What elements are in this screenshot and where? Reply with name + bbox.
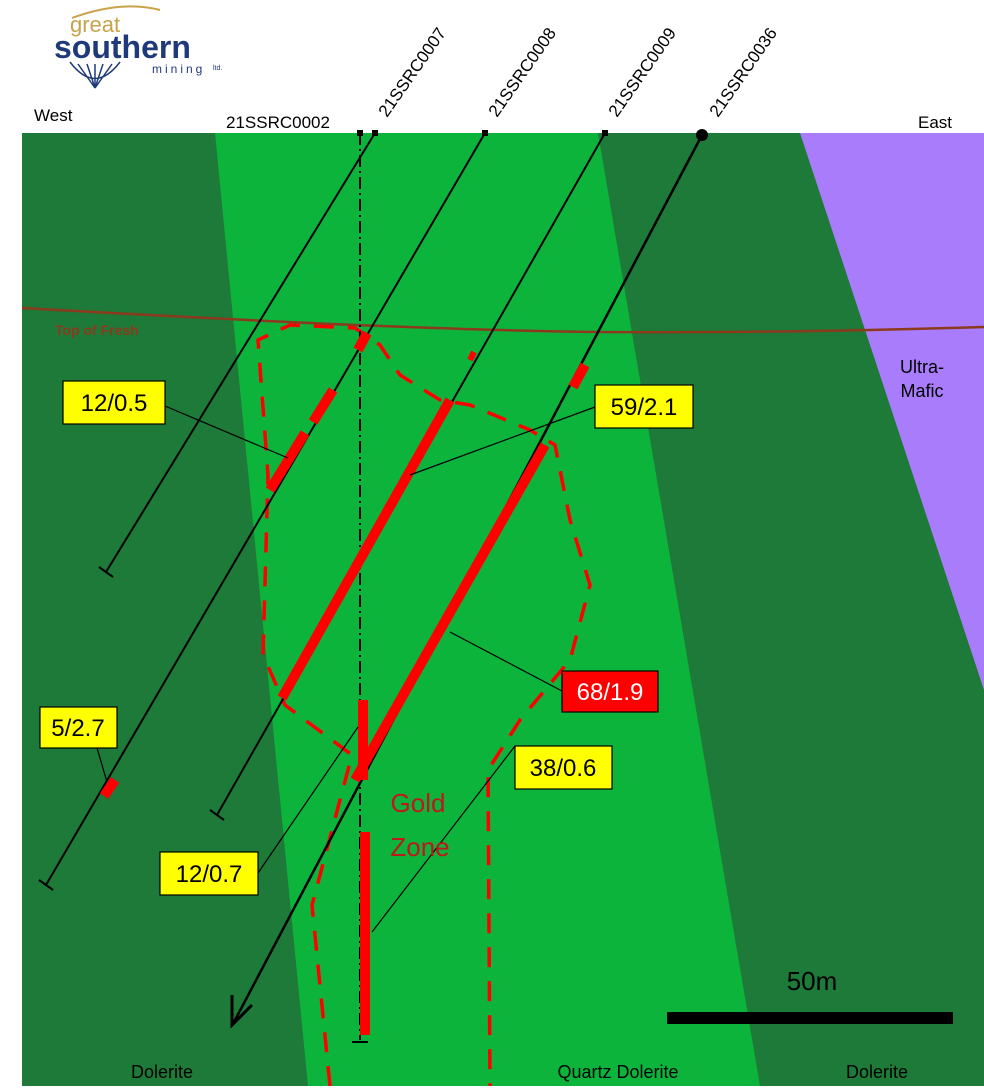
ultramafic-label-line1: Ultra-: [900, 357, 944, 377]
scale-bar: [667, 1012, 953, 1024]
top-of-fresh-label: Top of Fresh: [55, 322, 139, 338]
top-of-fresh-line: [21, 306, 984, 334]
hole-label-21SSRC0008: 21SSRC0008: [485, 24, 560, 120]
ultramafic-label-line2: Mafic: [900, 381, 943, 401]
logo-text-mining: mining: [152, 62, 205, 76]
hole-label-21SSRC0007: 21SSRC0007: [375, 24, 450, 120]
hole-arrowhead-21SSRC0036: [230, 995, 254, 1029]
leader-lines: [94, 405, 596, 933]
hole-label-21SSRC0009: 21SSRC0009: [605, 24, 680, 120]
intercept-label-box: [159, 851, 259, 896]
intercept-label: 38/0.6: [530, 755, 597, 782]
intercept-label: 59/2.1: [611, 394, 678, 421]
intercept-label: 12/0.5: [81, 390, 148, 417]
hole-label-21SSRC0036: 21SSRC0036: [706, 24, 781, 120]
intercept-bar: [350, 442, 550, 783]
intercept-bar: [353, 330, 372, 353]
intercept-label-box: [514, 745, 613, 790]
west-label: West: [34, 106, 73, 125]
intercept-bar: [568, 362, 590, 390]
logo-text-southern: southern: [54, 29, 191, 65]
leader-line-12-0.7: [257, 726, 359, 874]
leader-line-38-0.6: [371, 745, 516, 933]
hole-trace-21SSRC0007: [105, 132, 376, 573]
intercept-bar: [467, 350, 477, 362]
collars: [357, 129, 708, 141]
intercept-label: 5/2.7: [51, 715, 104, 742]
logo-swoosh-icon: [71, 5, 161, 19]
quartz-dolerite-unit: [215, 133, 760, 1086]
leader-line-59-2.1: [409, 406, 596, 476]
intercept-label-box: [39, 706, 118, 749]
collar-21SSRC0036: [696, 129, 708, 141]
intercept-bar: [277, 397, 455, 701]
leader-line-68-1.9: [449, 631, 563, 692]
intercept-bars: [99, 330, 590, 1035]
geology-units: [22, 133, 984, 1086]
logo-text-ltd: ltd.: [213, 65, 222, 72]
collar-21SSRC0007: [372, 130, 378, 136]
intercept-label: 68/1.9: [577, 679, 644, 706]
intercept-label-box: [62, 380, 166, 425]
dolerite-east-label: Dolerite: [846, 1062, 908, 1082]
company-logo: great southern mining ltd.: [54, 5, 222, 89]
hole-end-tick-21SSRC0008: [38, 879, 54, 891]
hole-label-21SSRC0002: 21SSRC0002: [226, 113, 330, 132]
scale-bar-label: 50m: [787, 966, 838, 996]
hole-end-tick-21SSRC0007: [98, 566, 114, 578]
intercept-label-box: [561, 670, 659, 713]
gold-zone-outline: [256, 323, 592, 1087]
hole-end-tick-21SSRC0009: [209, 809, 225, 821]
quartz-dolerite-label: Quartz Dolerite: [557, 1062, 678, 1082]
gold-zone-label-line2: Zone: [390, 832, 449, 862]
intercept-label-box: [594, 384, 694, 429]
collar-21SSRC0009: [602, 130, 608, 136]
gold-zone-label-line1: Gold: [391, 788, 446, 818]
intercept-bar: [99, 777, 120, 799]
hole-trace-21SSRC0008: [45, 132, 486, 886]
collar-21SSRC0008: [482, 130, 488, 136]
collar-21SSRC0002: [357, 130, 363, 136]
intercept-bar: [308, 387, 338, 425]
intercept-label: 12/0.7: [176, 861, 243, 888]
ultramafic-unit: [800, 133, 984, 690]
intercept-labels: 12/0.5 59/2.1 5/2.7 68/1.9 12/0.7 38/0.6: [39, 380, 694, 896]
leader-line-12-0.5: [164, 405, 289, 459]
logo-text-great: great: [70, 12, 120, 37]
dolerite-west-label: Dolerite: [131, 1062, 193, 1082]
intercept-bar: [265, 430, 310, 493]
logo-shell-icon: [69, 61, 121, 89]
east-label: East: [918, 113, 952, 132]
